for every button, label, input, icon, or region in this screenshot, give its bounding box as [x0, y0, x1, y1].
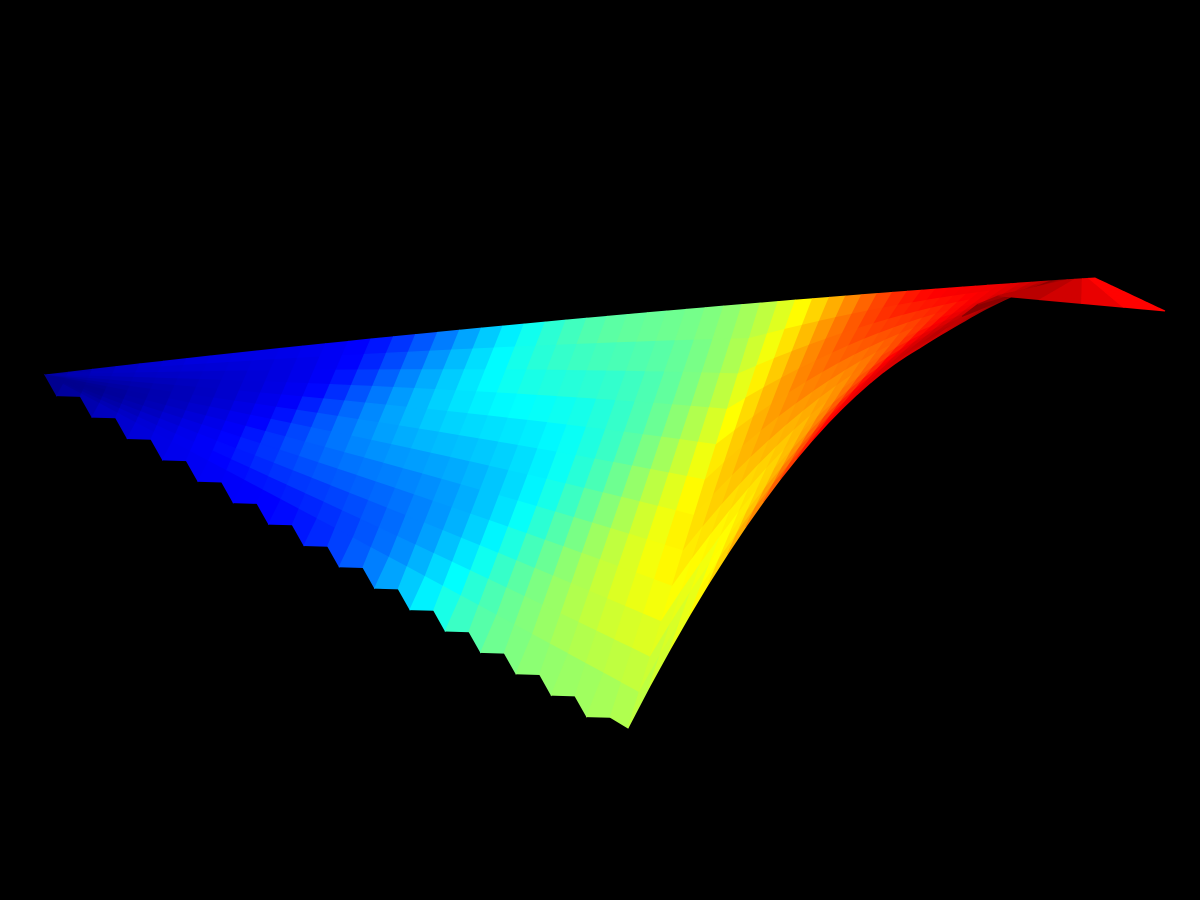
- surface-mesh: [43, 277, 1166, 729]
- surface-facet: [134, 366, 162, 374]
- surface-facet: [177, 371, 204, 381]
- surface-facet: [157, 364, 185, 374]
- surface-facet: [1118, 304, 1166, 312]
- surface-facet: [180, 363, 208, 373]
